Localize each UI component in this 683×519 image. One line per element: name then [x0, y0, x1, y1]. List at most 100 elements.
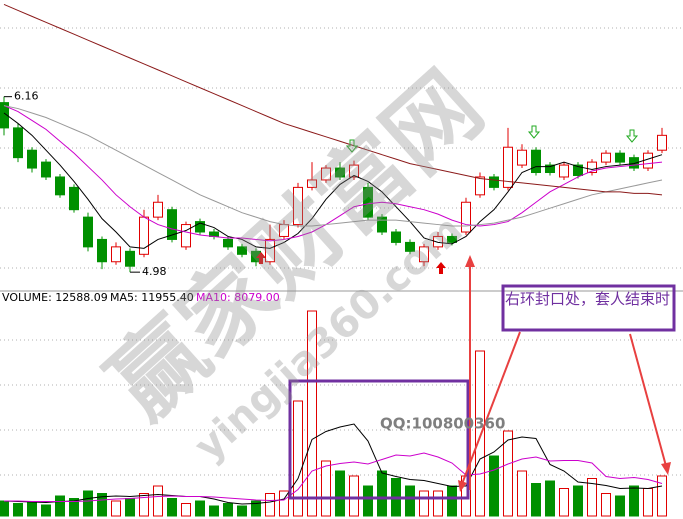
candle-body [559, 164, 569, 178]
candle-body [83, 216, 93, 248]
candle-body [349, 164, 359, 178]
volume-bar [69, 498, 79, 517]
volume-bar [657, 475, 667, 517]
candle-body [587, 161, 597, 174]
candle-body [545, 164, 555, 174]
volume-bar [167, 498, 177, 517]
plot: 6.16 4.98 [0, 4, 667, 517]
volume-bar [41, 504, 51, 517]
candle-body [293, 186, 303, 226]
buy-arrow [256, 252, 266, 264]
candle-body [167, 209, 177, 240]
arrowhead [465, 255, 475, 267]
volume-bar [545, 480, 555, 517]
volume-bar [629, 485, 639, 517]
volume-bar [587, 478, 597, 517]
candle-body [573, 164, 583, 176]
high-label: 6.16 [14, 90, 39, 103]
volume-bar [139, 493, 149, 517]
candle-body [125, 250, 135, 267]
candle-body [475, 176, 485, 196]
candle-body [307, 179, 317, 188]
ma-line [3, 423, 663, 505]
ma-line [3, 105, 663, 242]
sell-arrow [625, 129, 639, 143]
arrowhead [661, 462, 671, 475]
candle-body [461, 201, 471, 233]
volume-bar [377, 470, 387, 517]
candle-body [531, 149, 541, 174]
volume-bar [27, 501, 37, 517]
volume-bar [83, 490, 93, 517]
candle-body [55, 176, 65, 196]
arrowhead [458, 480, 467, 492]
candle-body [97, 238, 107, 263]
ma-line [3, 105, 663, 227]
volume-bar [195, 500, 205, 517]
candle-body [0, 102, 9, 129]
candle-body [69, 186, 79, 211]
candle-body [153, 201, 163, 218]
volume-bar [363, 485, 373, 517]
candle-body [657, 134, 667, 151]
header: VOLUME: 12588.09 MA5: 11955.40 MA10: 807… [2, 291, 280, 304]
volume-bar [209, 505, 219, 517]
candle-body [111, 246, 121, 263]
price-grid [0, 27, 683, 476]
volume-bar [279, 490, 289, 517]
volume-bar [419, 490, 429, 517]
sell-arrow [345, 139, 359, 153]
volume-bar [517, 470, 527, 517]
ma-line [4, 452, 663, 502]
highlight-box [288, 379, 470, 500]
volume-label: VOLUME: 12588.09 [2, 291, 108, 304]
candle-body [503, 146, 513, 188]
annotation-arrow [461, 331, 521, 485]
volume-bar [55, 495, 65, 517]
candle-body [321, 167, 331, 181]
ma5-label: MA5: 11955.40 [110, 291, 194, 304]
volume-bar [293, 400, 303, 517]
candle-body [41, 161, 51, 178]
volume-bar [615, 495, 625, 517]
low-label: 4.98 [142, 265, 167, 278]
volume-bar [223, 503, 233, 517]
candle-body [13, 127, 23, 159]
candle-body [447, 235, 457, 243]
volume-bar [0, 500, 9, 517]
volume-bar [97, 493, 107, 517]
candle-body [335, 167, 345, 178]
candle-body [27, 149, 37, 169]
volume-bar [489, 455, 499, 517]
candle-body [237, 246, 247, 255]
volume-bar [111, 500, 121, 517]
ma-line [3, 112, 663, 249]
volume-bar [573, 485, 583, 517]
candle-body [195, 221, 205, 233]
volume-bar [531, 483, 541, 517]
ma10-label: MA10: 8079.00 [196, 291, 280, 304]
volume-bar [643, 488, 653, 517]
candle-body [517, 149, 527, 166]
ma-line [3, 4, 663, 196]
candle-body [489, 176, 499, 188]
volume-bar [503, 430, 513, 517]
sell-arrow [527, 125, 541, 139]
candle-body [223, 238, 233, 248]
candle-body [629, 157, 639, 169]
volume-bar [559, 488, 569, 517]
contact-text: QQ:100800360 [380, 415, 505, 433]
buy-arrow [436, 262, 446, 274]
volume-bar [601, 493, 611, 517]
volume-bar [251, 500, 261, 517]
candle-body [419, 246, 429, 263]
volume-bar [181, 503, 191, 517]
candle-body [601, 152, 611, 163]
volume-bar [335, 470, 345, 517]
candle-body [391, 231, 401, 243]
volume-bar [433, 490, 443, 517]
candle-body [181, 224, 191, 248]
volume-bar [125, 498, 135, 517]
